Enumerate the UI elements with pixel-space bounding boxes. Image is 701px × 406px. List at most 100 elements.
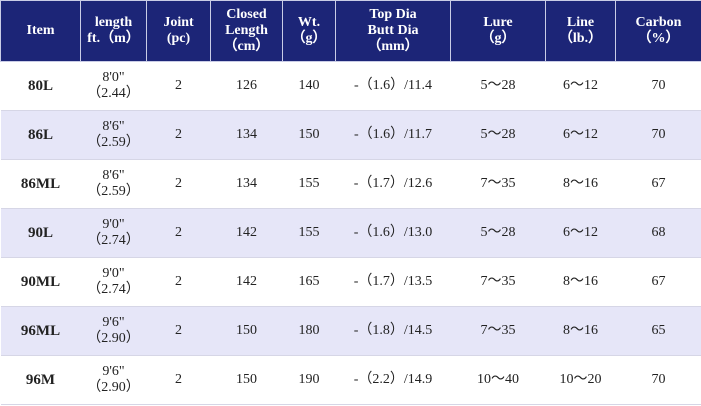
- table-cell: 67: [615, 257, 701, 307]
- cell-line: 9'6": [102, 315, 125, 330]
- table-cell: 65: [615, 306, 701, 356]
- table-cell: 2: [146, 208, 211, 258]
- cell-line: （2.74）: [87, 233, 140, 248]
- table-cell: 150: [282, 110, 336, 160]
- cell-line: 8'0": [102, 70, 125, 85]
- item-cell: 80L: [0, 61, 81, 111]
- cell-line: length: [94, 15, 133, 30]
- table-cell: 6～12: [545, 61, 616, 111]
- cell-line: (pc): [166, 31, 191, 46]
- table-cell: 165: [282, 257, 336, 307]
- table-cell: 155: [282, 208, 336, 258]
- table-cell: 2: [146, 257, 211, 307]
- cell-line: （cm）: [223, 39, 270, 54]
- table-row: 80L 8'0" （2.44） 2 126 140 -（1.6）/11.4 5～28 6～12 7…: [0, 61, 701, 111]
- cell-line: 8'6": [102, 168, 125, 183]
- table-row: 90L 9'0" （2.74） 2 142 155 -（1.6）/13.0 5～28 6～12 6…: [0, 208, 701, 258]
- cell-line: 9'6": [102, 364, 125, 379]
- table-cell: 67: [615, 159, 701, 209]
- header-cell: Lure （g）: [450, 0, 546, 62]
- header-cell: Joint (pc): [146, 0, 211, 62]
- table-cell: 70: [615, 355, 701, 405]
- cell-line: （g）: [291, 31, 327, 46]
- cell-line: （2.44）: [87, 86, 140, 101]
- cell-line: （2.74）: [87, 282, 140, 297]
- table-cell: 8'6" （2.59）: [80, 110, 147, 160]
- table-cell: 70: [615, 61, 701, 111]
- table-cell: 134: [210, 159, 283, 209]
- cell-line: Joint: [163, 15, 194, 30]
- header-cell: Item: [0, 0, 81, 62]
- item-cell: 90ML: [0, 257, 81, 307]
- table-cell: 7～35: [450, 306, 546, 356]
- table-body: 80L 8'0" （2.44） 2 126 140 -（1.6）/11.4 5～28 6～12 7…: [0, 61, 701, 405]
- cell-line: Butt Dia: [367, 23, 419, 38]
- table-row: 86L 8'6" （2.59） 2 134 150 -（1.6）/11.7 5～28 6～12 7…: [0, 110, 701, 160]
- cell-line: （lb.）: [558, 31, 603, 46]
- table-row: 86ML 8'6" （2.59） 2 134 155 -（1.7）/12.6 7～35 8～16…: [0, 159, 701, 209]
- table-cell: -（1.6）/11.4: [335, 61, 451, 111]
- cell-line: Wt.: [297, 15, 321, 30]
- table-cell: -（2.2）/14.9: [335, 355, 451, 405]
- cell-line: 9'0": [102, 217, 125, 232]
- table-cell: 5～28: [450, 110, 546, 160]
- table-cell: -（1.7）/13.5: [335, 257, 451, 307]
- table-cell: 2: [146, 355, 211, 405]
- cell-line: （g）: [480, 31, 516, 46]
- table-cell: 2: [146, 61, 211, 111]
- table-row: 96M 9'6" （2.90） 2 150 190 -（2.2）/14.9 10～40 10～2…: [0, 355, 701, 405]
- table-cell: 140: [282, 61, 336, 111]
- item-cell: 86ML: [0, 159, 81, 209]
- item-cell: 96ML: [0, 306, 81, 356]
- table-row: 96ML 9'6" （2.90） 2 150 180 -（1.8）/14.5 7～35 8～16…: [0, 306, 701, 356]
- table-cell: 2: [146, 306, 211, 356]
- table-cell: 68: [615, 208, 701, 258]
- table-cell: 2: [146, 159, 211, 209]
- cell-line: ft.（m）: [87, 31, 140, 46]
- table-cell: -（1.8）/14.5: [335, 306, 451, 356]
- table-cell: -（1.6）/11.7: [335, 110, 451, 160]
- table-cell: 8～16: [545, 306, 616, 356]
- header-cell: Wt. （g）: [282, 0, 336, 62]
- header-cell: Carbon （%）: [615, 0, 701, 62]
- table-cell: 155: [282, 159, 336, 209]
- table-cell: 190: [282, 355, 336, 405]
- table-cell: 8'0" （2.44）: [80, 61, 147, 111]
- cell-line: Carbon: [635, 15, 682, 30]
- cell-line: 8'6": [102, 119, 125, 134]
- cell-line: 9'0": [102, 266, 125, 281]
- table-cell: 142: [210, 257, 283, 307]
- table-cell: 180: [282, 306, 336, 356]
- table-cell: 7～35: [450, 257, 546, 307]
- table-cell: 126: [210, 61, 283, 111]
- table-cell: 6～12: [545, 208, 616, 258]
- item-cell: 96M: [0, 355, 81, 405]
- header-cell: length ft.（m）: [80, 0, 147, 62]
- table-cell: 150: [210, 306, 283, 356]
- table-cell: 2: [146, 110, 211, 160]
- cell-line: （2.90）: [87, 331, 140, 346]
- table-cell: 9'6" （2.90）: [80, 355, 147, 405]
- table-cell: 9'0" （2.74）: [80, 257, 147, 307]
- cell-line: Closed: [226, 7, 267, 22]
- cell-line: （mm）: [367, 39, 419, 54]
- header-cell: Top Dia Butt Dia （mm）: [335, 0, 451, 62]
- header-row: Item length ft.（m） Joint (pc) Closed Length （cm…: [0, 0, 701, 62]
- header-cell: Closed Length （cm）: [210, 0, 283, 62]
- cell-line: （%）: [637, 31, 680, 46]
- table-cell: 9'0" （2.74）: [80, 208, 147, 258]
- cell-line: Line: [566, 15, 595, 30]
- table-cell: 8～16: [545, 159, 616, 209]
- cell-line: （2.90）: [87, 380, 140, 395]
- item-cell: 86L: [0, 110, 81, 160]
- cell-line: （2.59）: [87, 184, 140, 199]
- cell-line: Item: [26, 23, 55, 38]
- cell-line: Lure: [483, 15, 513, 30]
- table-cell: 70: [615, 110, 701, 160]
- header-cell: Line （lb.）: [545, 0, 616, 62]
- item-cell: 90L: [0, 208, 81, 258]
- cell-line: （2.59）: [87, 135, 140, 150]
- table-row: 90ML 9'0" （2.74） 2 142 165 -（1.7）/13.5 7～35 8～16…: [0, 257, 701, 307]
